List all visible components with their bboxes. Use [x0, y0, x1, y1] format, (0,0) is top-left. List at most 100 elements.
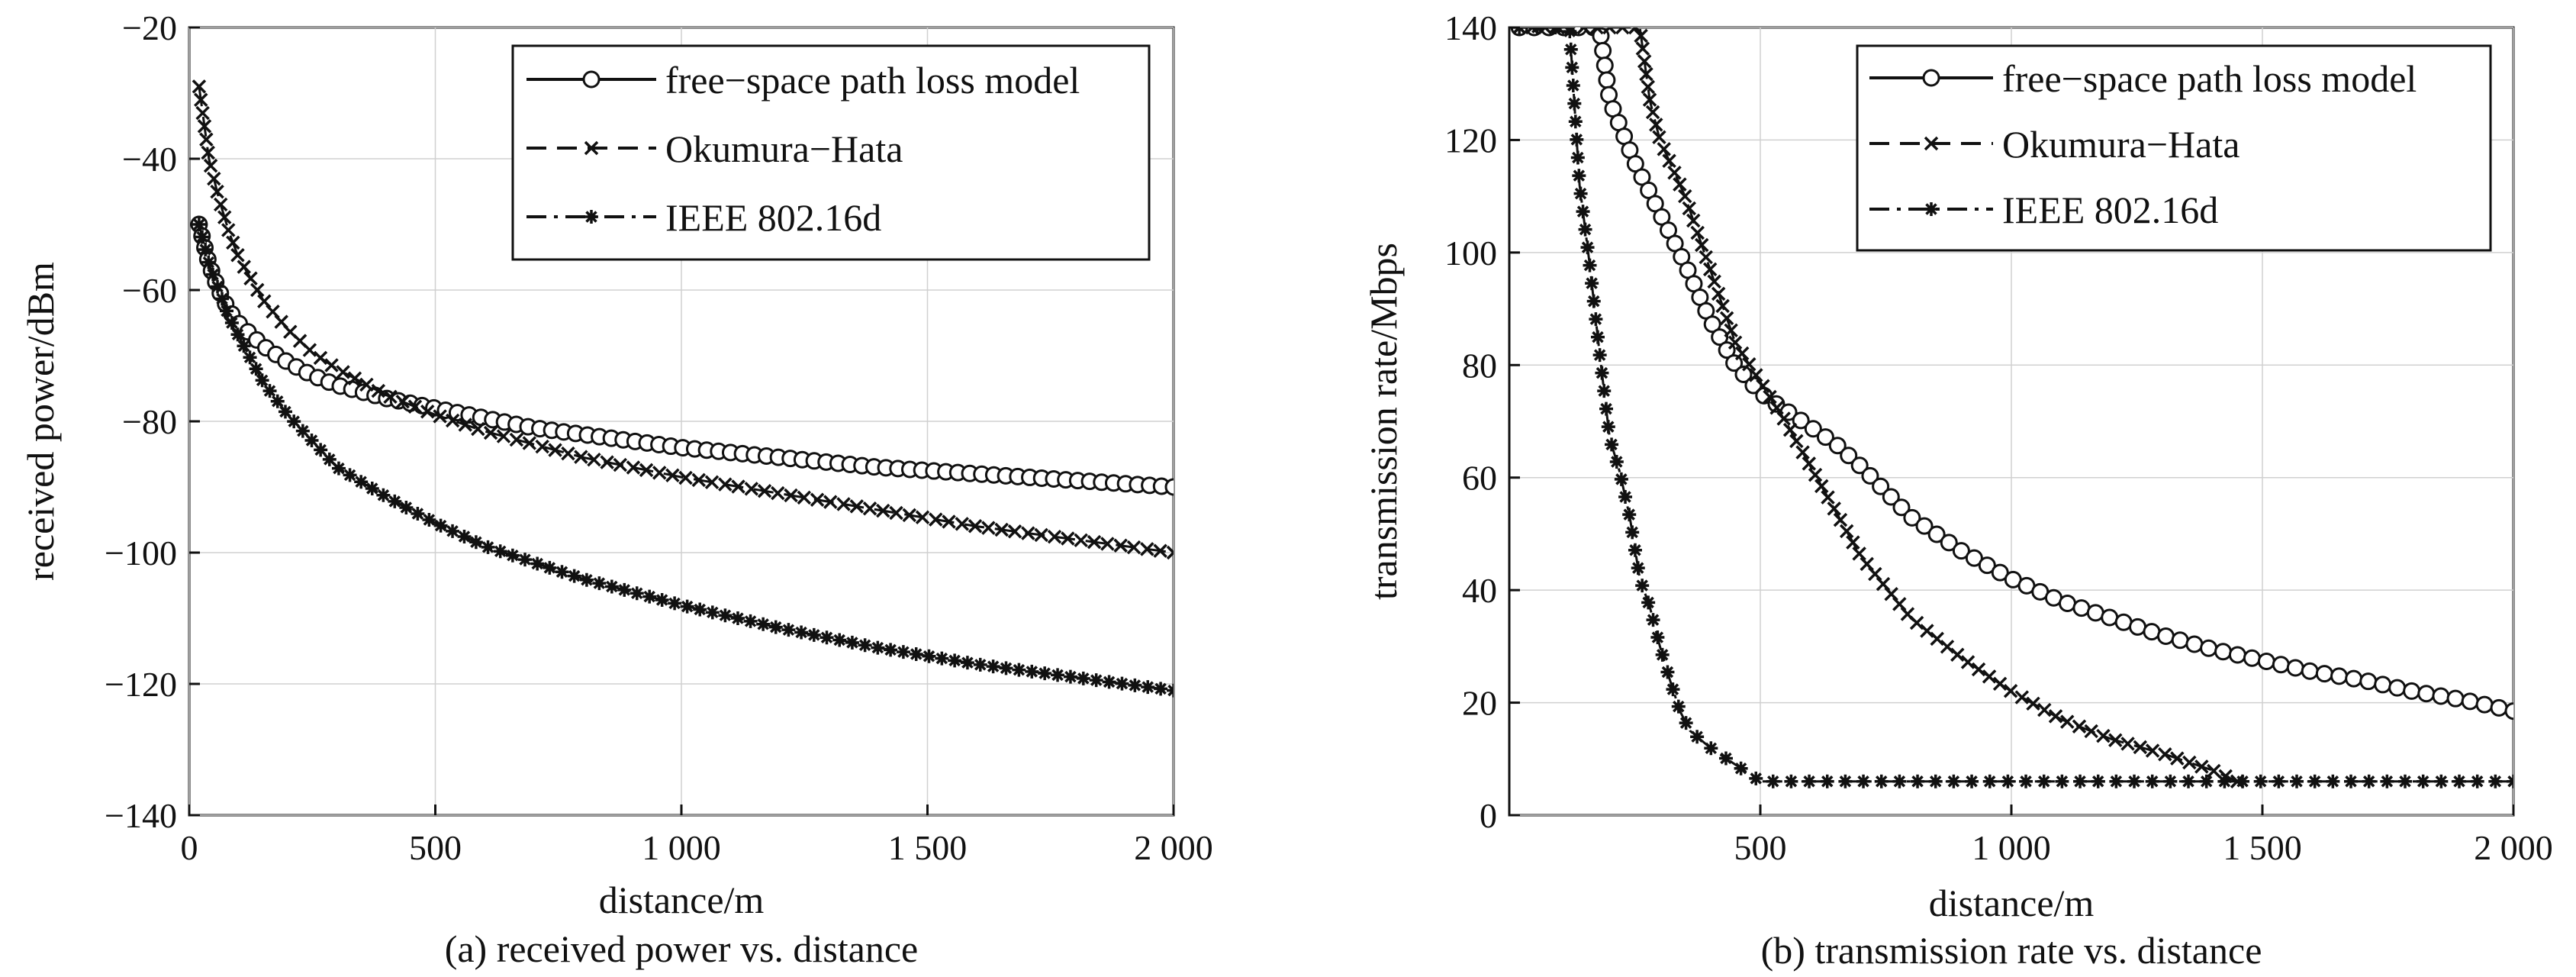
- data-point: [1625, 525, 1640, 540]
- data-point: [1615, 27, 1630, 35]
- data-point: [2344, 774, 2359, 788]
- data-point: [1047, 529, 1062, 544]
- data-point: [518, 553, 533, 567]
- data-point: [194, 92, 208, 107]
- data-point: [1789, 434, 1804, 449]
- data-point: [2416, 774, 2430, 788]
- data-point: [1550, 27, 1566, 35]
- data-point: [287, 414, 301, 429]
- data-point: [481, 540, 495, 554]
- data-point: [1594, 41, 1612, 60]
- data-point: [1614, 472, 1628, 486]
- data-point: [471, 421, 485, 437]
- data-point: [1622, 508, 1637, 522]
- data-point: [2228, 646, 2246, 664]
- data-point: [1034, 527, 1048, 543]
- data-point: [2307, 774, 2322, 788]
- data-point: [2398, 774, 2413, 788]
- data-point: [1950, 647, 1965, 662]
- data-point: [1802, 456, 1817, 471]
- data-point: [2163, 774, 2178, 788]
- legend-item-free-space: free−space path loss model: [1869, 57, 2417, 100]
- data-point: [1576, 205, 1590, 219]
- legend-item-okumura-hata: Okumura−Hata: [1869, 123, 2240, 166]
- data-point: [2073, 774, 2088, 788]
- data-point: [198, 243, 213, 257]
- legend-marker: [584, 210, 598, 224]
- data-point: [433, 409, 447, 424]
- data-point: [1802, 774, 1817, 788]
- data-point: [832, 633, 847, 647]
- data-point: [1657, 142, 1671, 156]
- data-point: [1821, 490, 1835, 505]
- data-point: [1749, 368, 1763, 382]
- x-tick-label: 1 000: [642, 828, 721, 867]
- data-point: [1814, 479, 1829, 494]
- data-point: [1567, 96, 1582, 111]
- y-tick-label: 0: [1480, 796, 1497, 835]
- data-point: [871, 640, 885, 655]
- legend-box: [1856, 44, 2492, 252]
- data-point: [819, 630, 834, 645]
- data-point: [207, 171, 221, 186]
- data-point: [889, 505, 903, 521]
- data-point: [2158, 746, 2172, 762]
- y-tick-label: 140: [1444, 8, 1497, 47]
- data-point: [1776, 411, 1791, 426]
- data-point: [1927, 525, 1946, 543]
- data-point: [1100, 537, 1115, 551]
- data-point: [1563, 27, 1577, 39]
- data-point: [1792, 411, 1810, 430]
- legend-item-free-space: free−space path loss model: [526, 59, 1080, 102]
- data-point: [343, 468, 357, 482]
- data-point: [388, 494, 402, 508]
- data-point: [1808, 467, 1823, 482]
- x-tick-label: 1 500: [2223, 828, 2302, 867]
- data-point: [922, 649, 936, 663]
- data-point: [1153, 543, 1167, 558]
- data-point: [201, 145, 215, 160]
- data-point: [331, 461, 346, 476]
- data-point: [1025, 664, 1039, 679]
- data-point: [221, 223, 236, 237]
- data-point: [2185, 635, 2204, 653]
- chart-panel-received-power: 0 500 1 000 1 500 2 000 −140 −120 −100 −80 −60 −40…: [19, 8, 1213, 970]
- data-point: [665, 468, 680, 483]
- data-point: [1605, 437, 1619, 452]
- data-point: [592, 576, 607, 591]
- tick-labels: 0 500 1 000 1 500 2 000 −140 −120 −100 −80 −60 −40…: [105, 8, 1213, 867]
- data-point: [2143, 623, 2161, 641]
- data-point: [2286, 659, 2304, 677]
- data-point: [902, 508, 916, 523]
- data-point: [2059, 714, 2075, 729]
- data-point: [1699, 250, 1713, 265]
- data-point: [942, 514, 956, 529]
- data-point: [243, 350, 257, 365]
- data-point: [2446, 689, 2465, 708]
- data-point: [1570, 150, 1585, 165]
- data-point: [1711, 328, 1729, 347]
- legend-line-free-space: [526, 70, 656, 89]
- data-point: [1154, 682, 1168, 696]
- data-point: [270, 394, 285, 408]
- data-point: [237, 260, 251, 274]
- data-point: [1707, 274, 1721, 289]
- data-point: [1719, 311, 1734, 326]
- data-point: [493, 544, 507, 559]
- data-point: [587, 452, 601, 467]
- data-point: [1940, 640, 1955, 654]
- y-tick-label: 40: [1462, 571, 1497, 610]
- data-point: [195, 105, 210, 121]
- data-point: [1655, 647, 1670, 662]
- data-point: [1649, 118, 1663, 132]
- data-point: [197, 119, 212, 134]
- data-point: [2048, 709, 2063, 724]
- data-point: [213, 197, 228, 212]
- x-tick-label: 1 000: [1972, 828, 2051, 867]
- data-point: [1690, 730, 1705, 744]
- y-tick-label: 20: [1462, 684, 1497, 723]
- data-point: [1141, 680, 1155, 695]
- data-point: [2182, 774, 2196, 788]
- data-point: [896, 645, 910, 659]
- data-point: [1928, 774, 1943, 788]
